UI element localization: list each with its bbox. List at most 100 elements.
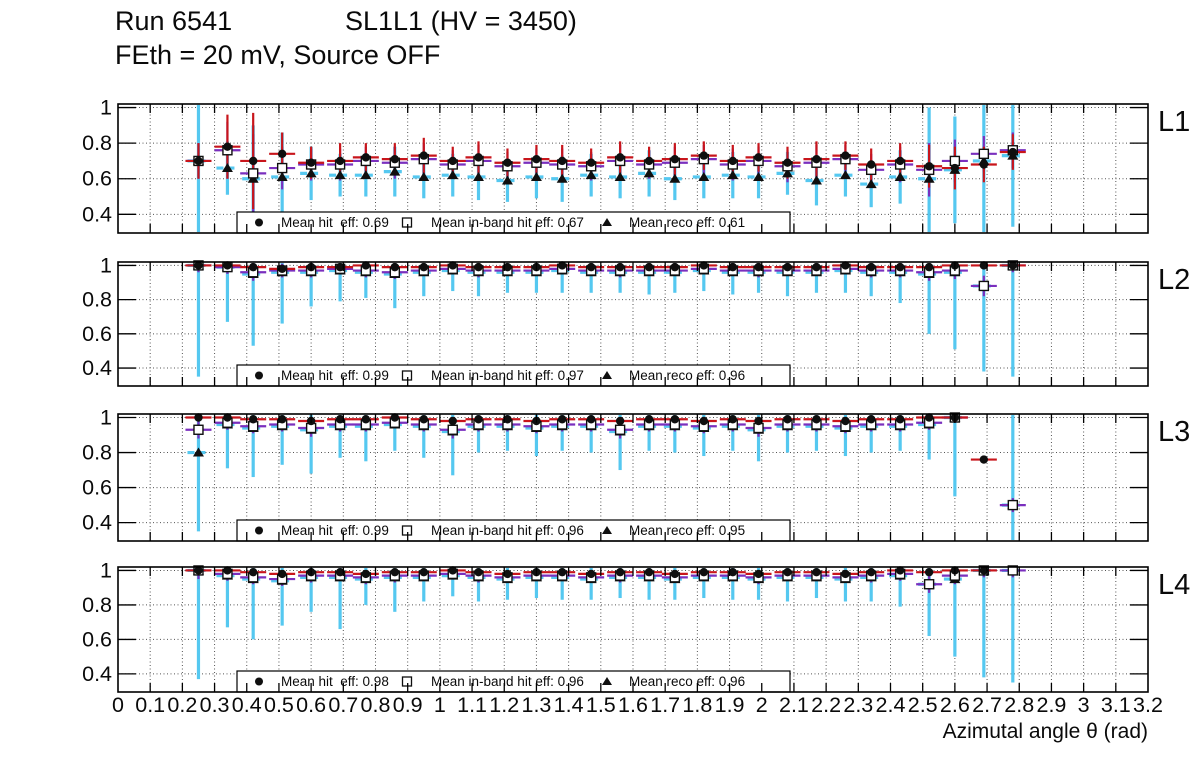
circle-marker [895,415,905,424]
circle-marker [532,154,541,164]
x-tick-label: 0.3 [200,693,230,717]
legend-square-icon [401,217,413,228]
x-tick-label: 2 [756,693,768,717]
circle-marker [644,567,654,577]
circle-marker [503,158,512,167]
panel-label: L3 [1158,416,1190,448]
legend-L1: Mean hit eff: 0.69 Mean in-band hit eff: … [236,211,791,234]
circle-marker [419,415,428,424]
circle-marker [866,567,876,577]
y-tick-label: 0.4 [82,202,112,226]
legend-circle-icon [255,526,263,535]
circle-marker [474,262,483,272]
circle-marker [194,566,203,575]
y-tick-label: 0.4 [82,356,112,380]
axis-ticks [118,262,1148,386]
square-marker [923,579,935,590]
circle-marker [895,156,905,166]
x-tick-label: 2.2 [811,693,841,717]
circle-marker [783,567,792,577]
circle-marker [194,156,203,166]
circle-marker [895,262,905,272]
run-title: Run 6541 [115,6,233,36]
circle-marker [615,416,625,426]
reco-errorbars [187,263,1024,377]
circle-marker [979,455,989,464]
x-axis-labels: 0 0.1 0.2 0.3 0.4 0.5 0.6 0.7 0.8 0.9 1 1.1 1.2 1.3 1.… [112,693,1163,717]
x-tick-label: 0.2 [167,693,197,717]
circle-marker [277,149,287,159]
circle-marker [223,261,232,270]
axis-ticks [118,567,1148,692]
circle-marker [866,415,876,424]
circle-marker [754,569,763,579]
legend-triangle-icon [602,526,612,534]
legend-label: Mean hit eff: 0.69 [281,215,389,230]
triangle-marker [698,171,710,181]
y-tick-label: 0.8 [82,131,112,155]
x-tick-label: 1.7 [650,693,680,717]
circle-marker [503,262,512,272]
legend-label: Mean hit eff: 0.98 [281,674,389,689]
circle-marker [699,151,709,160]
circle-marker [503,569,512,579]
legend-square-icon [401,676,413,687]
x-tick-label: 0.8 [361,693,391,717]
x-tick-label: 1.5 [586,693,616,717]
circle-marker [390,262,400,272]
circle-marker [361,415,371,424]
circle-marker [866,262,876,272]
legend-label: Mean reco eff: 0.95 [629,523,745,538]
hit-markers [194,261,1018,274]
triangle-marker [923,173,935,183]
y-tick-label: 1 [100,558,112,582]
circle-marker [306,158,316,167]
panel-L4: Mean hit eff: 0.98 Mean in-band hit eff: … [82,558,1190,693]
x-tick-label: 0.7 [328,693,358,717]
circle-marker [390,567,400,577]
circle-marker [335,156,345,166]
circle-marker [419,262,428,272]
panel-label: L2 [1158,264,1190,296]
triangle-marker [334,170,346,180]
x-tick-label: 0.9 [393,693,423,717]
triangle-marker [810,175,822,185]
triangle-marker [865,179,877,189]
circle-marker [361,153,371,162]
square-marker [614,424,626,435]
x-tick-label: 2.1 [779,693,809,717]
circle-marker [754,262,763,272]
circle-marker [841,416,850,426]
legend-triangle-icon [602,218,612,226]
legend-L2: Mean hit eff: 0.99 Mean in-band hit eff: … [236,364,791,387]
circle-marker [474,153,483,162]
circle-marker [277,264,287,274]
y-tick-label: 0.6 [82,627,112,651]
triangle-marker [839,170,851,180]
x-tick-label: 2.4 [876,693,906,717]
legend-square-icon [401,370,413,381]
circle-marker [557,261,567,270]
circle-marker [277,569,287,579]
circle-marker [728,415,737,424]
y-tick-label: 0.4 [82,511,112,535]
circle-marker [866,160,876,169]
triangle-marker [418,171,430,181]
circle-marker [615,567,625,577]
circle-marker [812,415,821,424]
y-tick-label: 0.4 [82,662,112,686]
circle-marker [979,261,989,270]
triangle-marker [360,170,372,180]
circle-marker [586,262,596,272]
triangle-marker [727,170,739,180]
x-tick-label: 1.9 [715,693,745,717]
circle-marker [448,261,457,270]
circle-marker [194,261,203,270]
triangle-marker [221,163,233,173]
axis-ticks [118,414,1148,541]
circle-marker [924,567,934,577]
legend-label: Mean hit eff: 0.99 [281,368,389,383]
panel-label: L4 [1158,569,1190,601]
triangle-marker [276,171,288,181]
triangle-marker [501,175,513,185]
